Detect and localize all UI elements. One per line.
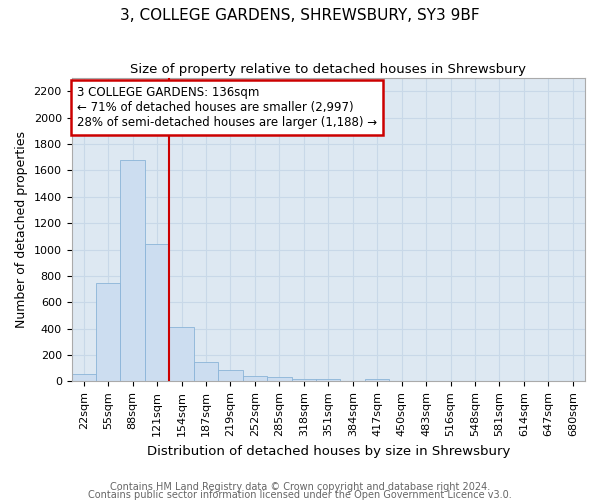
Bar	[292, 379, 316, 382]
Text: 3, COLLEGE GARDENS, SHREWSBURY, SY3 9BF: 3, COLLEGE GARDENS, SHREWSBURY, SY3 9BF	[120, 8, 480, 22]
Text: Contains public sector information licensed under the Open Government Licence v3: Contains public sector information licen…	[88, 490, 512, 500]
Bar	[169, 326, 194, 382]
Bar	[218, 370, 242, 382]
Bar	[242, 376, 267, 382]
Bar	[96, 282, 121, 382]
Bar	[365, 379, 389, 382]
Bar	[71, 374, 96, 382]
Bar	[316, 379, 340, 382]
Title: Size of property relative to detached houses in Shrewsbury: Size of property relative to detached ho…	[130, 62, 526, 76]
Y-axis label: Number of detached properties: Number of detached properties	[15, 131, 28, 328]
X-axis label: Distribution of detached houses by size in Shrewsbury: Distribution of detached houses by size …	[146, 444, 510, 458]
Bar	[145, 244, 169, 382]
Text: 3 COLLEGE GARDENS: 136sqm
← 71% of detached houses are smaller (2,997)
28% of se: 3 COLLEGE GARDENS: 136sqm ← 71% of detac…	[77, 86, 377, 128]
Bar	[267, 377, 292, 382]
Bar	[121, 160, 145, 382]
Text: Contains HM Land Registry data © Crown copyright and database right 2024.: Contains HM Land Registry data © Crown c…	[110, 482, 490, 492]
Bar	[194, 362, 218, 382]
